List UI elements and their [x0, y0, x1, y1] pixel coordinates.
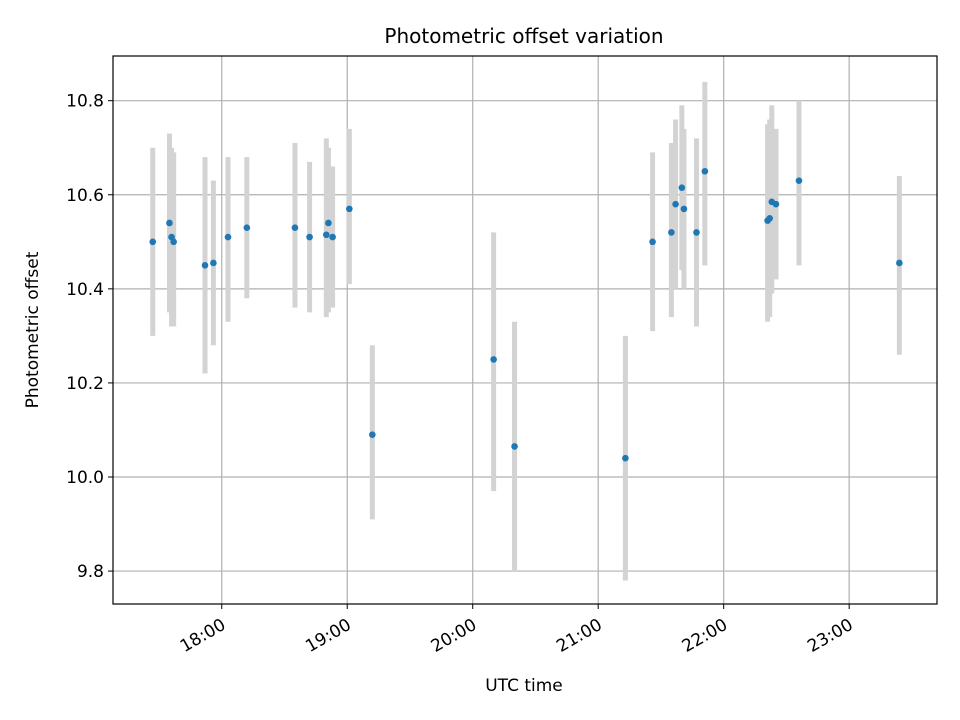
data-point: [325, 219, 332, 227]
data-point: [224, 233, 232, 241]
data-point: [201, 262, 209, 269]
data-point: [511, 443, 518, 450]
data-point: [693, 229, 700, 236]
data-point: [166, 219, 173, 227]
y-tick-label: 10.0: [66, 468, 104, 488]
data-point: [210, 259, 217, 267]
data-point: [678, 184, 686, 192]
data-point: [346, 205, 353, 213]
data-point: [323, 231, 330, 239]
y-tick-label: 10.6: [66, 186, 104, 206]
data-point: [649, 238, 656, 246]
data-point: [149, 238, 157, 246]
y-axis-ticks: 9.8 10.0 10.2 10.4 10.6 10.8: [66, 92, 113, 582]
y-axis-label: Photometric offset: [23, 251, 43, 408]
chart-title: Photometric offset variation: [384, 24, 663, 48]
y-tick-label: 9.8: [77, 562, 104, 582]
data-point: [490, 356, 497, 363]
data-point: [369, 431, 376, 438]
data-points: [149, 167, 903, 462]
y-tick-label: 10.8: [66, 92, 104, 112]
data-point: [622, 454, 629, 462]
data-point: [896, 259, 903, 267]
data-point: [772, 200, 780, 208]
data-point: [306, 233, 313, 241]
data-point: [672, 200, 679, 208]
y-tick-label: 10.2: [66, 374, 104, 394]
data-point: [680, 205, 688, 213]
data-point: [243, 224, 251, 231]
data-point: [668, 229, 675, 236]
data-point: [795, 177, 803, 184]
grid: [113, 56, 937, 604]
y-tick-label: 10.4: [66, 280, 104, 300]
data-point: [701, 167, 709, 175]
x-axis-label: UTC time: [485, 676, 563, 696]
data-point: [329, 233, 336, 241]
plot-frame: [112, 55, 938, 605]
data-point: [170, 238, 177, 246]
data-point: [766, 214, 773, 222]
data-point: [291, 224, 299, 231]
